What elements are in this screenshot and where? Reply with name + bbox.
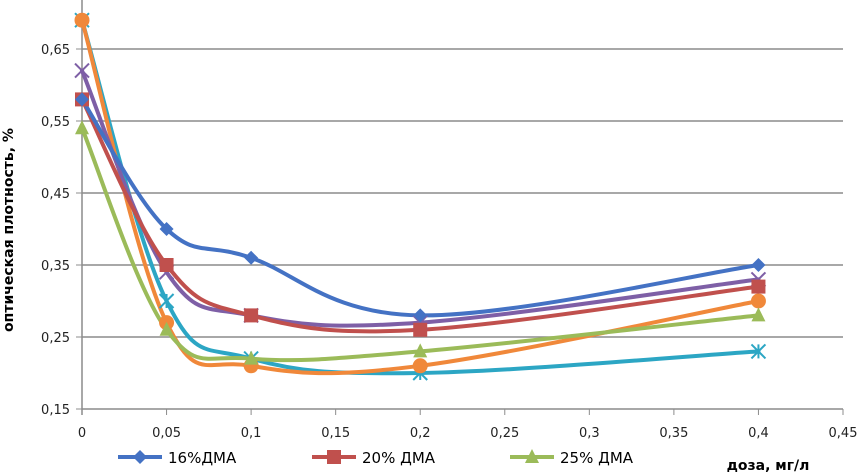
series-line [80, 97, 761, 318]
triangle-marker [159, 321, 174, 336]
triangle-marker [525, 449, 539, 463]
y-tick-label: 0,65 [41, 43, 70, 58]
y-tick-label: 0,15 [41, 403, 70, 418]
series-line [80, 97, 761, 334]
diamond-marker [133, 450, 147, 464]
y-tick-label: 0,35 [41, 259, 70, 274]
x-tick-label: 0,3 [579, 426, 600, 441]
x-tick-label: 0,45 [829, 426, 857, 441]
triangle-marker [413, 343, 428, 358]
series-line [80, 126, 761, 363]
y-tick-labels: 0,15 0,25 0,35 0,45 0,55 0,65 [41, 43, 70, 418]
legend-label: 16%ДМА [168, 449, 237, 467]
x-tick-label: 0,15 [321, 426, 350, 441]
diamond-marker [751, 258, 766, 272]
x-tick-label: 0,4 [748, 426, 769, 441]
square-marker [413, 322, 428, 337]
x-tick-labels: 0 0,05 0,1 0,15 0,2 0,25 0,3 0,35 0,4 0,45 [78, 426, 857, 441]
square-marker [751, 279, 766, 294]
x-tick-label: 0,25 [490, 426, 519, 441]
x-tick-label: 0,35 [659, 426, 688, 441]
triangle-marker [751, 307, 766, 322]
square-marker [244, 308, 259, 323]
y-axis-title: оптическая плотность, % [1, 128, 17, 332]
diamond-marker [75, 92, 89, 107]
y-tick-label: 0,45 [41, 187, 70, 202]
legend-label: 25% ДМА [560, 449, 634, 467]
diamond-marker [244, 250, 259, 265]
series-markers [74, 12, 767, 381]
legend-item: 25% ДМА [510, 449, 634, 467]
circle-marker [750, 293, 766, 309]
y-tick-label: 0,55 [41, 115, 70, 130]
gridlines [82, 48, 843, 338]
x-tick-label: 0,05 [152, 426, 181, 441]
asterisk-marker [158, 293, 175, 309]
y-tick-label: 0,25 [41, 331, 70, 346]
diamond-marker [413, 308, 428, 323]
x-tick-label: 0,2 [410, 426, 431, 441]
square-marker [159, 258, 174, 272]
legend-item: 20% ДМА [312, 449, 436, 467]
circle-marker [74, 12, 90, 28]
legend-label: 20% ДМА [362, 449, 436, 467]
legend-item: 16%ДМА [118, 449, 237, 467]
legend: 16%ДМА 20% ДМА 25% ДМА [118, 449, 634, 467]
triangle-marker [244, 350, 259, 365]
triangle-marker [75, 120, 89, 135]
x-marker [74, 62, 90, 79]
x-tick-label: 0 [78, 426, 86, 441]
circle-marker [412, 358, 428, 374]
asterisk-marker [750, 343, 767, 360]
square-marker [327, 450, 341, 464]
x-axis-title: доза, мг/л [727, 458, 810, 474]
x-tick-label: 0,1 [241, 426, 262, 441]
diamond-marker [159, 222, 174, 236]
